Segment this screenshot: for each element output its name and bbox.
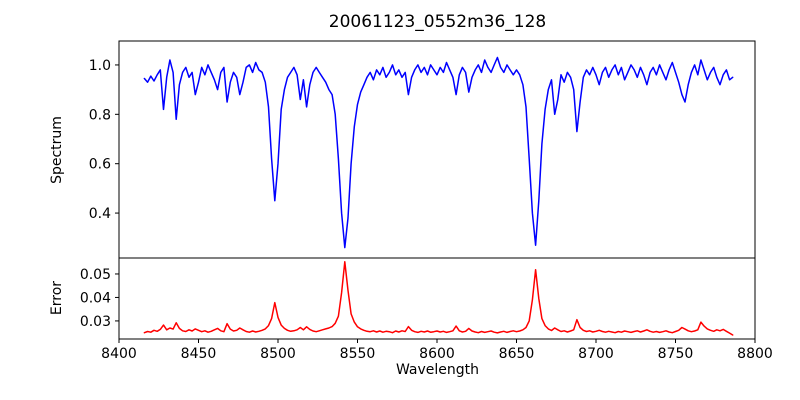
error-y-tick-label: 0.05 xyxy=(80,267,111,283)
x-tick-label: 8500 xyxy=(260,346,296,362)
chart-title: 20061123_0552m36_128 xyxy=(328,12,547,32)
spectrum-line xyxy=(143,56,734,249)
x-tick-label: 8600 xyxy=(419,346,455,362)
spectrum-y-tick-label: 1.0 xyxy=(89,58,111,74)
x-tick-label: 8550 xyxy=(340,346,376,362)
error-y-axis-label: Error xyxy=(49,280,65,316)
spectrum-y-tick-label: 0.4 xyxy=(89,206,111,222)
x-axis-label: Wavelength xyxy=(395,362,480,378)
spectrum-y-tick-label: 0.8 xyxy=(89,107,111,123)
spectrum-y-tick-label: 0.6 xyxy=(89,157,111,173)
x-tick-label: 8700 xyxy=(578,346,614,362)
spectrum-y-axis-label: Spectrum xyxy=(49,116,65,184)
x-tick-label: 8450 xyxy=(181,346,217,362)
x-tick-label: 8650 xyxy=(499,346,535,362)
error-y-tick-label: 0.03 xyxy=(80,314,111,330)
x-tick-label: 8750 xyxy=(658,346,694,362)
error-y-tick-label: 0.04 xyxy=(80,290,111,306)
x-tick-label: 8800 xyxy=(737,346,773,362)
x-tick-label: 8400 xyxy=(101,346,137,362)
error-axes-frame xyxy=(118,257,756,340)
error-line xyxy=(143,261,734,336)
